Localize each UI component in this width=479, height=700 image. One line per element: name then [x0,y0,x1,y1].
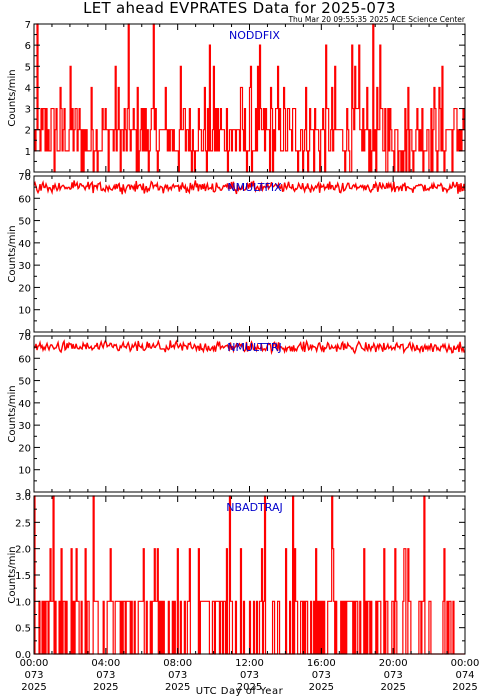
y-tick-label: 30 [18,261,31,272]
y-tick-label: 60 [18,194,31,205]
x-tick-label: 2025 [237,682,262,693]
panel-title: NMULTTRJ [227,341,282,354]
chart-title: LET ahead EVPRATES Data for 2025-073 [83,0,396,17]
x-tick-label: 00:00 [451,658,479,669]
x-tick-label: 2025 [452,682,477,693]
x-tick-label: 073 [96,670,115,681]
y-tick-label: 60 [18,354,31,365]
x-tick-label: 2025 [21,682,46,693]
y-tick-label: 2.5 [15,518,31,529]
y-tick-label: 50 [18,377,31,388]
y-tick-label: 1 [25,147,31,158]
y-tick-label: 2.0 [15,545,31,556]
y-tick-label: 1.5 [15,571,31,582]
x-tick-label: 20:00 [379,658,408,669]
x-tick-label: 073 [240,670,259,681]
y-axis-label: Counts/min [7,546,18,603]
x-tick-label: 074 [455,670,474,681]
y-tick-label: 3 [25,105,31,116]
y-tick-label: 4 [25,83,31,94]
x-tick-label: 16:00 [307,658,336,669]
y-tick-label: 20 [18,283,31,294]
y-tick-label: 40 [18,239,31,250]
x-tick-label: 08:00 [163,658,192,669]
y-tick-label: 10 [18,306,31,317]
y-tick-label: 2 [25,126,31,137]
y-tick-label: 0 [25,488,31,499]
y-axis-label: Counts/min [7,385,18,442]
series-line [34,23,466,173]
y-tick-label: 30 [18,421,31,432]
y-tick-label: 50 [18,217,31,228]
x-tick-label: 12:00 [235,658,264,669]
x-tick-label: 2025 [380,682,405,693]
panel-nbadtraj: 0.0 0.5 1.0 1.5 2.0 2.5 3.0 Counts/min NBADTRAJ [7,492,466,661]
y-tick-label: 1.0 [15,597,31,608]
y-tick-label: 0 [25,168,31,179]
y-tick-label: 7 [25,20,31,31]
x-tick-label: 073 [168,670,187,681]
x-tick-label: 2025 [165,682,190,693]
panel-nmulttrj: 0 10 20 30 40 50 60 70 Counts/min NMULTTRJ [7,332,466,499]
y-tick-label: 20 [18,443,31,454]
panel-title: NMULTFIX [227,181,282,194]
plot-frame [33,175,466,333]
x-tick-label: 073 [384,670,403,681]
x-tick-label: 00:00 [20,658,49,669]
generation-timestamp: Thu Mar 20 09:55:35 2025 ACE Science Cen… [288,15,465,24]
panel-title: NBADTRAJ [226,501,282,514]
y-axis-label: Counts/min [7,225,18,282]
y-tick-label: 0.0 [15,650,31,661]
x-tick-label: 073 [312,670,331,681]
y-tick-label: 70 [18,332,31,343]
y-tick-label: 10 [18,466,31,477]
plot-frame [33,335,466,493]
y-axis-label: Counts/min [7,69,18,126]
y-tick-label: 5 [25,62,31,73]
series-line [33,179,466,195]
panel-nmultfix: 0 10 20 30 40 50 60 70 Counts/min NMULTFIX [7,172,466,339]
y-tick-label: 40 [18,399,31,410]
y-tick-label: 70 [18,172,31,183]
panel-noddfix: 0 1 2 3 4 5 6 7 Counts/min NODDFIX [7,20,466,179]
x-axis-title: UTC Day of Year [195,686,284,697]
x-tick-label: 2025 [309,682,334,693]
x-tick-label: 073 [24,670,43,681]
y-tick-label: 0.5 [15,624,31,635]
y-tick-label: 0 [25,328,31,339]
panel-title: NODDFIX [229,29,280,42]
series-line [34,495,465,655]
y-tick-label: 6 [25,41,31,52]
x-tick-label: 2025 [93,682,118,693]
x-tick-label: 04:00 [91,658,120,669]
y-tick-label: 3.0 [15,492,31,503]
